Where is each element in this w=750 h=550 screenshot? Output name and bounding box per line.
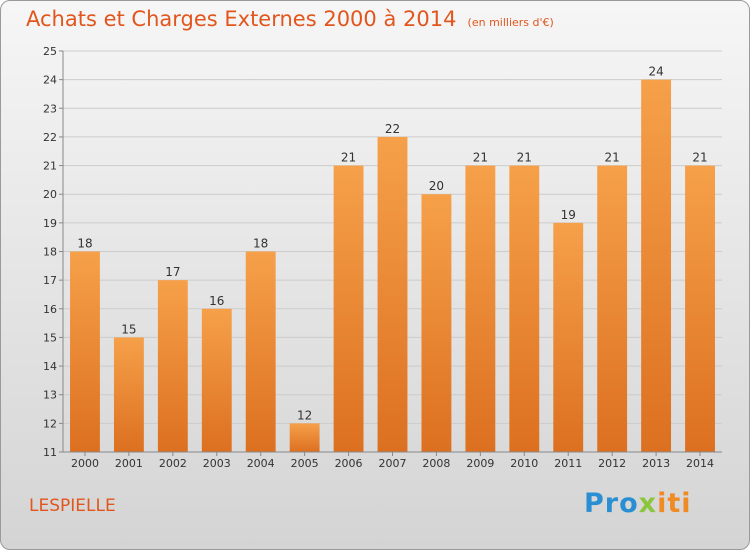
- x-tick-label: 2006: [335, 457, 363, 470]
- bar: [421, 194, 452, 452]
- bars: [70, 79, 715, 453]
- y-tick-label: 23: [43, 102, 57, 115]
- bar: [157, 280, 188, 452]
- bar: [201, 308, 232, 452]
- logo-part-3: iti: [657, 488, 692, 519]
- y-tick-label: 17: [43, 274, 57, 287]
- bar: [333, 165, 364, 453]
- x-tick-label: 2011: [554, 457, 582, 470]
- x-tick-label: 2005: [291, 457, 319, 470]
- data-labels: 18 15 17 16 18 12 21 22 20 21 21 19 21 24 21: [77, 65, 707, 423]
- y-tick-label: 21: [43, 160, 57, 173]
- logo-part-2: x: [638, 488, 658, 519]
- x-tick-label: 2009: [466, 457, 494, 470]
- x-tick-label: 2002: [159, 457, 187, 470]
- x-tick-label: 2001: [115, 457, 143, 470]
- x-tick-label: 2003: [203, 457, 231, 470]
- y-tick-label: 20: [43, 188, 57, 201]
- data-label: 20: [429, 179, 444, 193]
- bar: [641, 79, 672, 453]
- data-label: 22: [385, 122, 400, 136]
- data-label: 21: [473, 151, 488, 165]
- data-label: 21: [605, 151, 620, 165]
- chart-title-row: Achats et Charges Externes 2000 à 2014 (…: [26, 7, 554, 31]
- x-tick-label: 2000: [71, 457, 99, 470]
- data-label: 16: [209, 294, 224, 308]
- bar: [113, 337, 144, 452]
- y-tick-label: 12: [43, 417, 57, 430]
- bar: [509, 165, 540, 453]
- x-tick-label: 2004: [247, 457, 275, 470]
- bar: [377, 136, 408, 452]
- x-tick-label: 2013: [642, 457, 670, 470]
- chart-title: Achats et Charges Externes 2000 à 2014: [26, 7, 457, 31]
- data-label: 19: [561, 208, 576, 222]
- data-label: 21: [517, 151, 532, 165]
- x-tick-label: 2008: [422, 457, 450, 470]
- bar: [245, 251, 276, 452]
- bar: [597, 165, 628, 453]
- y-tick-label: 16: [43, 303, 57, 316]
- y-tick-label: 13: [43, 389, 57, 402]
- bar: [553, 222, 584, 452]
- logo-part-1: Pro: [584, 488, 639, 519]
- data-label: 17: [165, 265, 180, 279]
- chart-subtitle: (en milliers d'€): [467, 16, 554, 29]
- bar: [70, 251, 100, 452]
- data-label: 12: [297, 408, 312, 422]
- data-label: 24: [648, 65, 663, 79]
- bar: [289, 423, 320, 452]
- x-tick-label: 2010: [510, 457, 538, 470]
- bar: [685, 165, 715, 453]
- x-tick-label: 2007: [379, 457, 407, 470]
- data-label: 15: [121, 322, 136, 336]
- axes: 11 12 13 14 15 16 17 18 19 20 21 22 23 24 25 2000 2001 20…: [43, 45, 722, 470]
- bar: [465, 165, 496, 453]
- y-tick-label: 11: [43, 446, 57, 459]
- y-tick-label: 14: [43, 360, 57, 373]
- data-label: 21: [341, 151, 356, 165]
- x-tick-label: 2012: [598, 457, 626, 470]
- y-tick-label: 15: [43, 331, 57, 344]
- y-tick-label: 22: [43, 131, 57, 144]
- y-tick-label: 24: [43, 74, 57, 87]
- y-tick-label: 18: [43, 246, 57, 259]
- data-label: 21: [692, 151, 707, 165]
- proxiti-logo[interactable]: Proxiti: [584, 488, 692, 519]
- data-label: 18: [253, 237, 268, 251]
- x-tick-label: 2014: [686, 457, 714, 470]
- y-tick-label: 19: [43, 217, 57, 230]
- commune-name: LESPIELLE: [29, 496, 116, 516]
- y-tick-label: 25: [43, 45, 57, 58]
- data-label: 18: [77, 237, 92, 251]
